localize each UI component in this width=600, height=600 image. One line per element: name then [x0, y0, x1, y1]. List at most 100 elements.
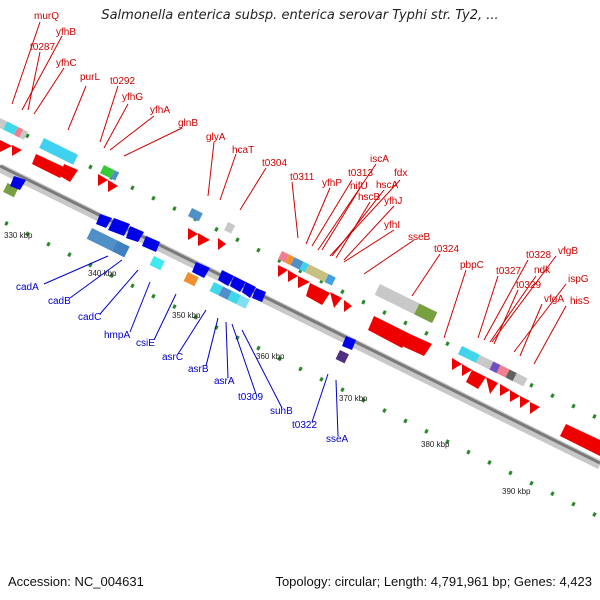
- gene-label-yfhB[interactable]: yfhB: [56, 27, 76, 38]
- track-dot: [571, 403, 576, 409]
- track-dot: [319, 376, 324, 382]
- gene-label-t0313[interactable]: t0313: [348, 168, 373, 179]
- gene-label-pbpC[interactable]: pbpC: [460, 260, 484, 271]
- gene-label-t0328[interactable]: t0328: [526, 250, 551, 261]
- gene-label-sseB[interactable]: sseB: [408, 232, 431, 243]
- track-dot: [130, 185, 135, 191]
- gene-block-glyA[interactable]: [188, 208, 203, 222]
- track-dot: [550, 491, 555, 497]
- kbp-scale: 330 kbp 340 kbp 350 kbp 360 kbp 370 kbp …: [4, 231, 531, 496]
- kbp-label-340: 340 kbp: [88, 269, 117, 278]
- gene-label-yfhI[interactable]: yfhI: [384, 220, 400, 231]
- gene-label-yfhA[interactable]: yfhA: [150, 105, 170, 116]
- label-leader-lines: [11, 21, 567, 437]
- forward-arrows[interactable]: [0, 140, 600, 456]
- track-dot: [403, 320, 408, 326]
- forward-gene-labels: murQ yfhB t0287 yfhC purL t0292 yfhG yfh…: [30, 11, 590, 307]
- gene-label-asrC[interactable]: asrC: [162, 352, 183, 363]
- gene-block-asr-cluster[interactable]: [209, 282, 250, 309]
- gene-label-glnB[interactable]: glnB: [178, 118, 198, 129]
- gene-label-suhB[interactable]: suhB: [270, 406, 293, 417]
- gene-block-t0311-cluster[interactable]: [278, 251, 336, 286]
- gene-label-vfgB[interactable]: vfgB: [558, 246, 578, 257]
- track-dot: [151, 195, 156, 201]
- track-dot: [67, 252, 72, 258]
- gene-label-hmpA[interactable]: hmpA: [104, 330, 130, 341]
- gene-label-t0292[interactable]: t0292: [110, 76, 135, 87]
- gene-label-hisS[interactable]: hisS: [570, 296, 590, 307]
- gene-label-csiE[interactable]: csiE: [136, 338, 155, 349]
- kbp-label-360: 360 kbp: [256, 352, 285, 361]
- track-dot: [172, 206, 177, 212]
- track-dot: [340, 289, 345, 295]
- gene-block-yfhG[interactable]: [100, 165, 120, 181]
- gene-block-murQ-cluster[interactable]: [0, 118, 28, 140]
- gene-block-sseA[interactable]: [335, 350, 349, 364]
- gene-block-pbpC-cluster[interactable]: [458, 346, 528, 387]
- track-dot: [424, 428, 429, 434]
- gene-label-t0327[interactable]: t0327: [496, 266, 521, 277]
- gene-block-csiE[interactable]: [183, 272, 199, 287]
- gene-label-murQ[interactable]: murQ: [34, 11, 59, 22]
- gene-label-fdx[interactable]: fdx: [394, 168, 407, 179]
- track-dot: [424, 330, 429, 336]
- gene-block-hcaT[interactable]: [224, 222, 236, 234]
- gene-label-nifU[interactable]: nifU: [350, 181, 368, 192]
- reverse-gene-labels: cadA cadB cadC hmpA csiE asrC asrB asrA …: [16, 282, 349, 445]
- gene-label-cadC[interactable]: cadC: [78, 312, 101, 323]
- gene-label-hscA[interactable]: hscA: [376, 180, 399, 191]
- track-dot: [466, 449, 471, 455]
- gene-label-asrB[interactable]: asrB: [188, 364, 209, 375]
- gene-label-yfhP[interactable]: yfhP: [322, 178, 342, 189]
- track-dot: [529, 480, 534, 486]
- gene-label-t0311[interactable]: t0311: [290, 172, 315, 183]
- track-guides: [4, 122, 597, 517]
- kbp-label-390: 390 kbp: [502, 487, 531, 496]
- gene-block-sseB[interactable]: [374, 284, 438, 324]
- gene-label-vfgA[interactable]: vfgA: [544, 294, 564, 305]
- gene-label-glyA[interactable]: glyA: [206, 132, 226, 143]
- track-dot: [172, 304, 177, 310]
- track-dot: [340, 387, 345, 393]
- track-dot: [214, 226, 219, 232]
- gene-label-sseA[interactable]: sseA: [326, 434, 349, 445]
- track-dot: [109, 272, 114, 278]
- gene-block-purL[interactable]: [39, 138, 79, 165]
- track-dot: [571, 501, 576, 507]
- gene-block-hmpA[interactable]: [149, 256, 165, 271]
- gene-label-purL[interactable]: purL: [80, 72, 100, 83]
- track-dot: [4, 220, 9, 226]
- gene-label-cadB[interactable]: cadB: [48, 296, 71, 307]
- gene-label-t0287[interactable]: t0287: [30, 42, 55, 53]
- gene-block-cadA-cadB[interactable]: [86, 228, 130, 258]
- gene-label-t0309[interactable]: t0309: [238, 392, 263, 403]
- gene-label-yfhC[interactable]: yfhC: [56, 58, 77, 69]
- track-dot: [193, 314, 198, 320]
- gene-label-cadA[interactable]: cadA: [16, 282, 39, 293]
- gene-label-t0322[interactable]: t0322: [292, 420, 317, 431]
- gene-label-asrA[interactable]: asrA: [214, 376, 235, 387]
- gene-label-hscB[interactable]: hscB: [358, 192, 381, 203]
- track-dot: [592, 512, 597, 517]
- gene-label-hcaT[interactable]: hcaT: [232, 145, 254, 156]
- track-dot: [592, 414, 597, 419]
- track-dot: [550, 393, 555, 399]
- track-dot: [46, 241, 51, 247]
- gene-label-iscA[interactable]: iscA: [370, 154, 389, 165]
- reverse-arrows[interactable]: [10, 176, 356, 350]
- gene-label-t0324[interactable]: t0324: [434, 244, 459, 255]
- track-dot: [25, 231, 30, 237]
- gene-label-yfhJ[interactable]: yfhJ: [384, 196, 402, 207]
- track-dot: [382, 310, 387, 315]
- gene-label-t0329[interactable]: t0329: [516, 280, 541, 291]
- gene-label-ndk[interactable]: ndk: [534, 265, 551, 276]
- gene-label-t0304[interactable]: t0304: [262, 158, 287, 169]
- gene-label-yfhG[interactable]: yfhG: [122, 92, 143, 103]
- forward-strand-features: [0, 118, 600, 456]
- track-dot: [508, 470, 513, 476]
- track-dot: [382, 408, 387, 413]
- gene-label-ispG[interactable]: ispG: [568, 274, 589, 285]
- accession-label: Accession: NC_004631: [8, 574, 144, 589]
